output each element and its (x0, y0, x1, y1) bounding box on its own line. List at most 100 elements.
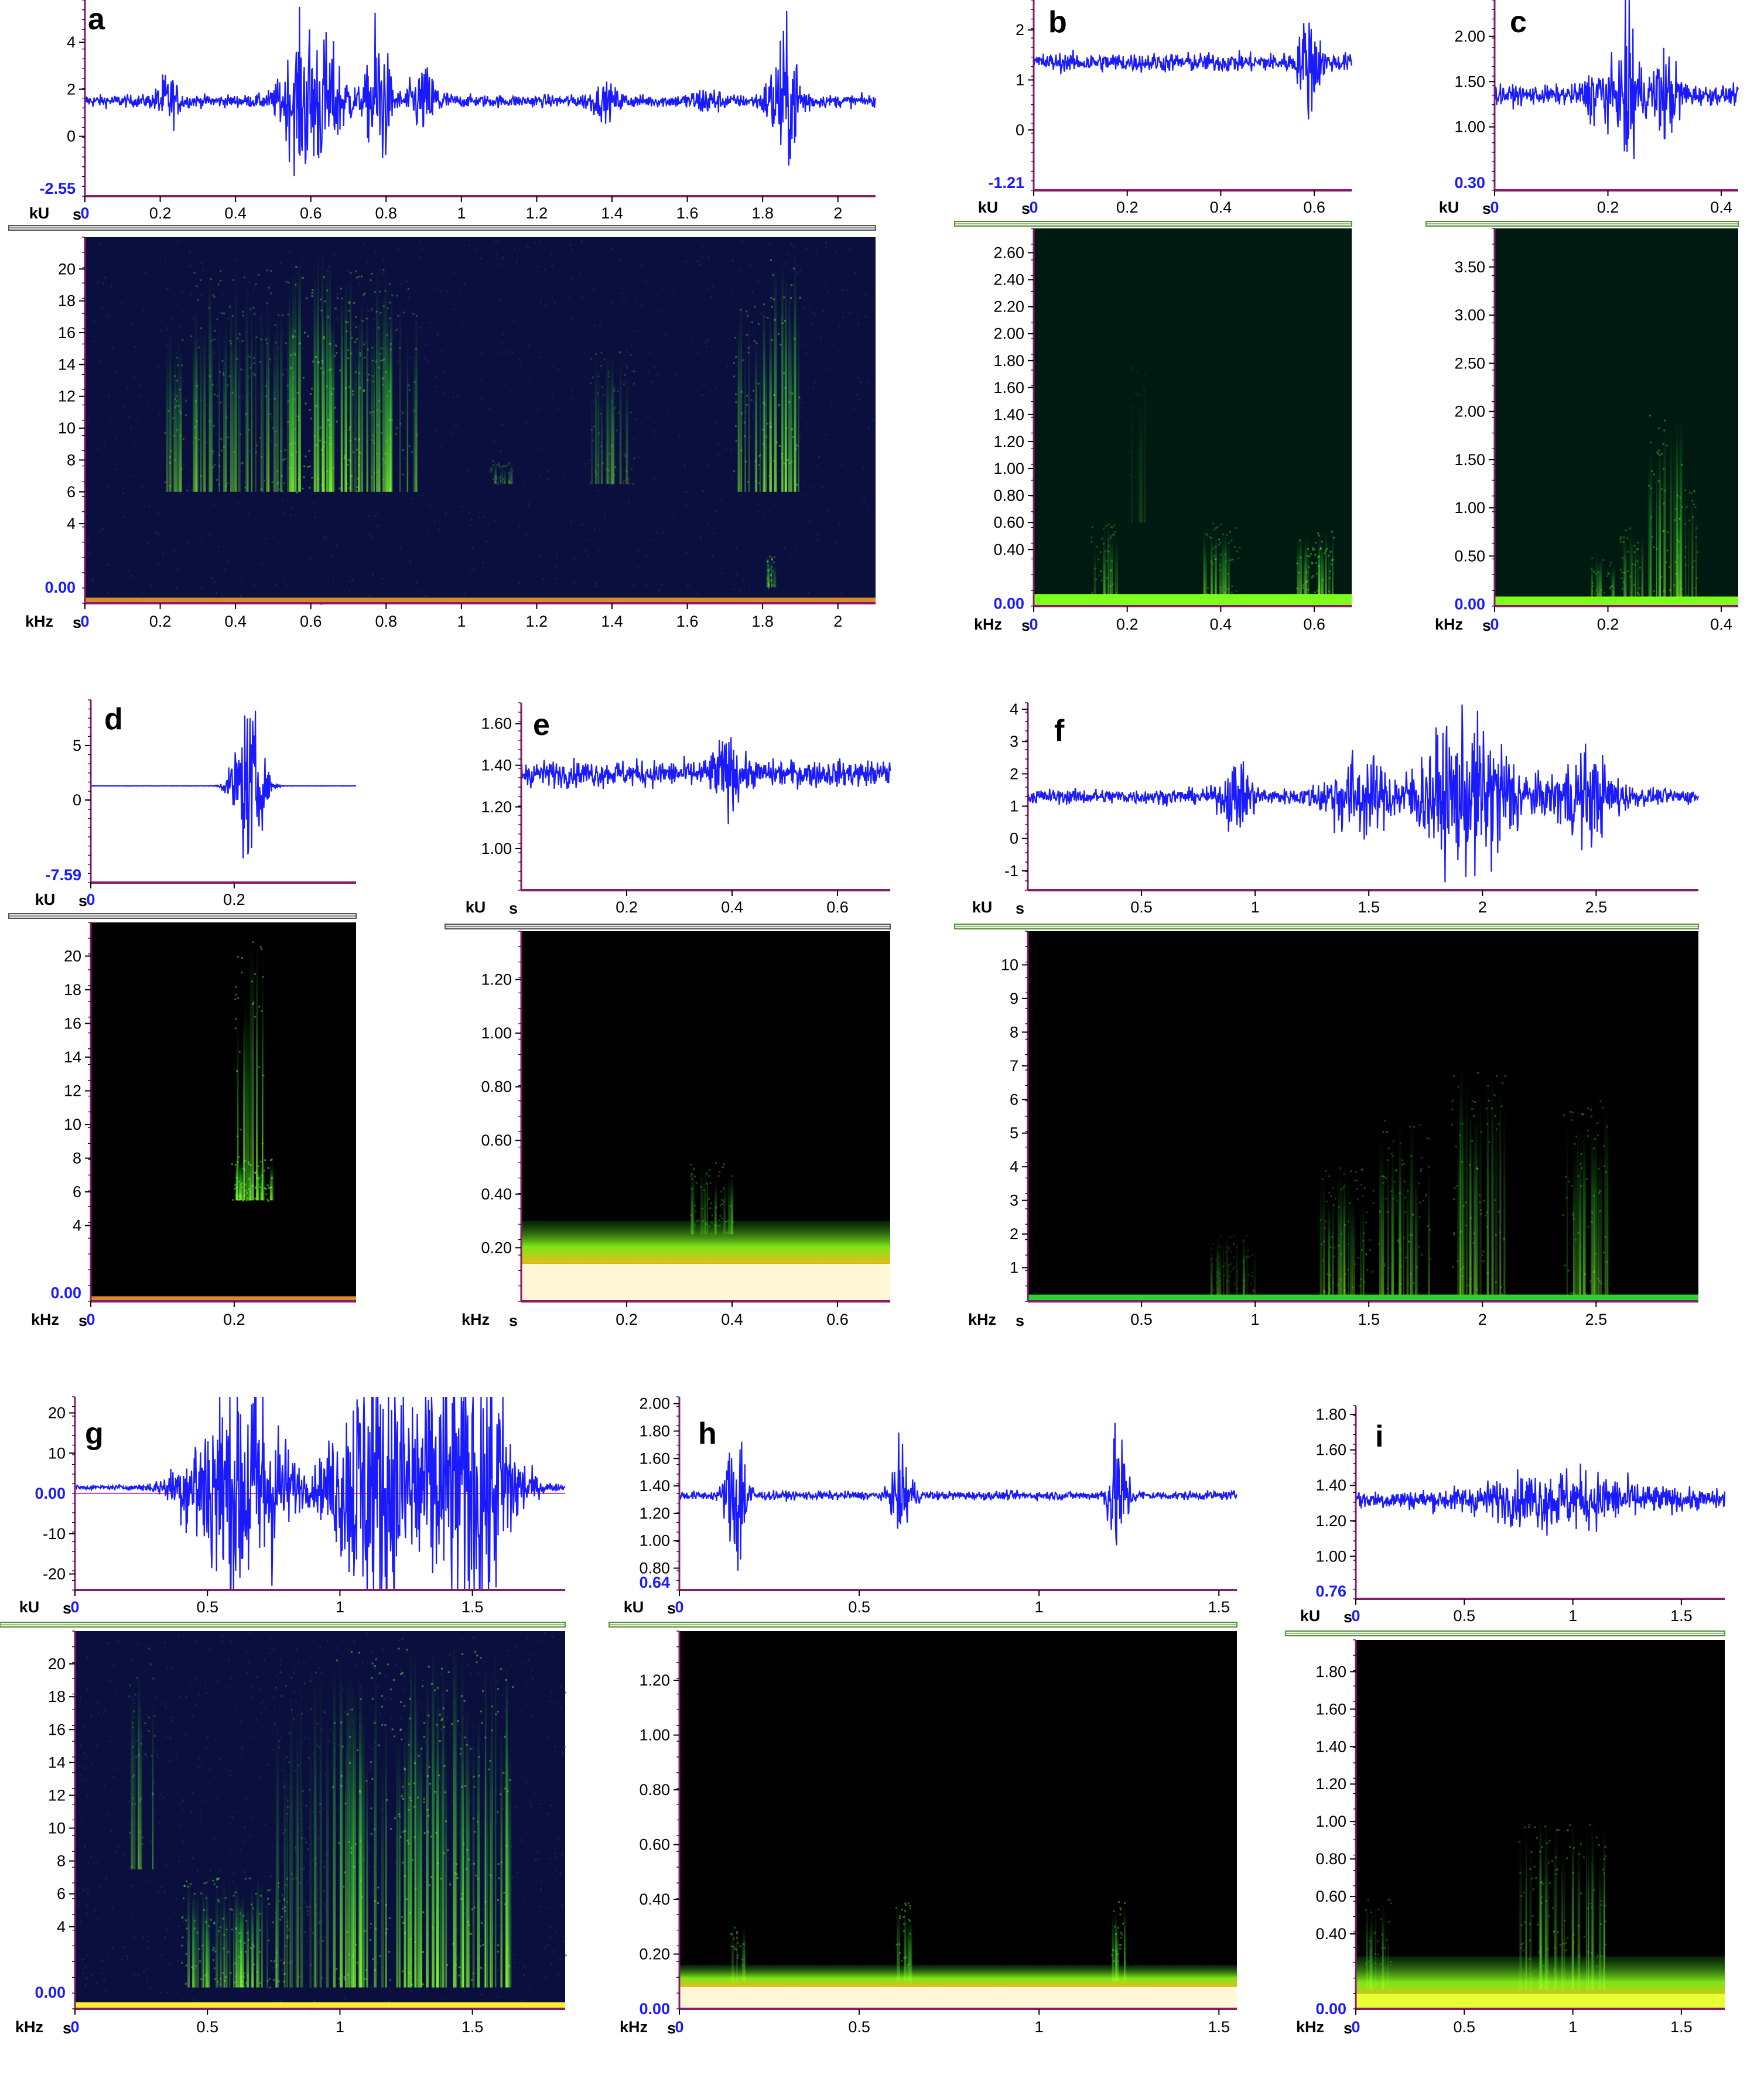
spectrogram-noise (343, 1929, 346, 1931)
spectrogram-noise (306, 1881, 309, 1883)
spectrogram-dot (1246, 1235, 1248, 1237)
spectrogram-noise (419, 326, 422, 329)
spectrogram-noise (571, 278, 573, 281)
spectrogram-noise (630, 477, 632, 479)
spectrogram-noise (429, 505, 431, 508)
spectrogram-strand (1457, 1116, 1459, 1295)
spectrogram-dot (281, 1695, 283, 1697)
waveform-ytick-label: 2.00 (1454, 28, 1485, 45)
spectrogram-dot (402, 1797, 405, 1800)
spectrogram-ytick-label: 2.20 (993, 298, 1024, 316)
spectrogram-dot (492, 460, 494, 462)
spectrogram-dot (307, 1756, 310, 1759)
spectrogram-dot (152, 1677, 155, 1680)
waveform-xtick-label: 2.5 (1585, 898, 1608, 916)
spectrogram-dot (321, 360, 323, 362)
spectrogram-noise (155, 532, 158, 534)
waveform-trace (1033, 22, 1353, 120)
spectrogram-noise (324, 536, 327, 538)
spectrogram-dot (1674, 561, 1677, 563)
spectrogram-dot (1321, 1243, 1323, 1246)
spectrogram-dot (132, 1775, 134, 1777)
spectrogram-noise (635, 300, 637, 303)
spectrogram-dot (379, 1954, 381, 1957)
spectrogram-noise (97, 1918, 100, 1920)
spectrogram-noise (595, 585, 597, 587)
spectrogram-noise (741, 241, 743, 243)
spectrogram-noise (482, 562, 484, 564)
waveform-x-unit-label: s (667, 1599, 676, 1617)
spectrogram-dot (1230, 592, 1233, 594)
spectrogram-dot (374, 1665, 376, 1667)
spectrogram-dot (1223, 1266, 1226, 1268)
spectrogram-dot (1388, 1266, 1390, 1269)
spectrogram-noise (312, 1752, 314, 1755)
spectrogram-noise (169, 1759, 172, 1762)
spectrogram-dot (199, 1960, 201, 1963)
spectrogram-floor (1034, 594, 1352, 606)
spectrogram-noise (514, 1806, 516, 1808)
spectrogram-dot (1209, 560, 1212, 563)
spectrogram-dot (347, 349, 350, 351)
spectrogram-noise (150, 1840, 152, 1842)
spectrogram-dot (1112, 1949, 1114, 1951)
spectrogram-dot (1623, 536, 1625, 538)
spectrogram-dot (734, 425, 737, 428)
spectrogram-dot (380, 353, 382, 355)
spectrogram-dot (213, 1967, 216, 1970)
spectrogram-dot (294, 353, 296, 355)
spectrogram-noise (528, 345, 530, 347)
spectrogram-dot (628, 483, 630, 485)
spectrogram-dot (439, 1714, 441, 1716)
spectrogram-dot (388, 1950, 391, 1953)
spectrogram-noise (384, 1698, 386, 1701)
spectrogram-noise (699, 264, 701, 266)
spectrogram-noise (131, 1885, 134, 1887)
spectrogram-noise (561, 1751, 563, 1753)
spectrogram-dot (428, 1766, 430, 1768)
spectrogram-energy-column (371, 286, 418, 492)
spectrogram-dot (1678, 541, 1680, 543)
spectrogram-noise (95, 1861, 97, 1864)
spectrogram-noise (648, 372, 650, 374)
spectrogram-noise (373, 319, 375, 321)
spectrogram-noise (705, 346, 707, 348)
spectrogram-dot (230, 343, 233, 345)
spectrogram-noise (158, 1891, 160, 1893)
spectrogram-dot (1243, 1280, 1245, 1283)
spectrogram-dot (1649, 415, 1652, 417)
spectrogram-strand (491, 1683, 493, 1988)
spectrogram-strand (223, 342, 226, 492)
spectrogram-noise (86, 1978, 88, 1980)
spectrogram-dot (204, 1974, 206, 1977)
spectrogram-noise (447, 1858, 450, 1860)
spectrogram-dot (1578, 1853, 1580, 1855)
spectrogram-dot (334, 1722, 336, 1724)
spectrogram-dot (788, 462, 791, 464)
spectrogram-dot (193, 1927, 196, 1930)
spectrogram-dot (1399, 1248, 1401, 1250)
spectrogram-dot (1653, 590, 1656, 592)
spectrogram-noise (271, 1749, 274, 1751)
spectrogram-dot (1300, 556, 1302, 559)
spectrogram-strand (257, 1170, 260, 1201)
spectrogram-dot (200, 1978, 202, 1980)
spectrogram-dot (1363, 1187, 1366, 1189)
spectrogram-dot (193, 1919, 196, 1922)
spectrogram-strand (241, 1896, 245, 1988)
spectrogram-dot (1663, 467, 1665, 470)
spectrogram-dot (1476, 1167, 1479, 1170)
spectrogram-dot (469, 1933, 471, 1935)
spectrogram-noise (363, 295, 365, 298)
spectrogram-noise (185, 1695, 187, 1698)
spectrogram-dot (309, 487, 311, 489)
spectrogram-noise (247, 291, 249, 293)
spectrogram-noise (182, 1799, 184, 1801)
spectrogram-dot (783, 296, 785, 299)
spectrogram-dot (1569, 1110, 1571, 1113)
spectrogram-noise (527, 1636, 529, 1639)
spectrogram-noise (511, 391, 513, 393)
spectrogram-noise (371, 1748, 373, 1751)
spectrogram-noise (814, 381, 816, 384)
spectrogram-noise (702, 394, 704, 396)
